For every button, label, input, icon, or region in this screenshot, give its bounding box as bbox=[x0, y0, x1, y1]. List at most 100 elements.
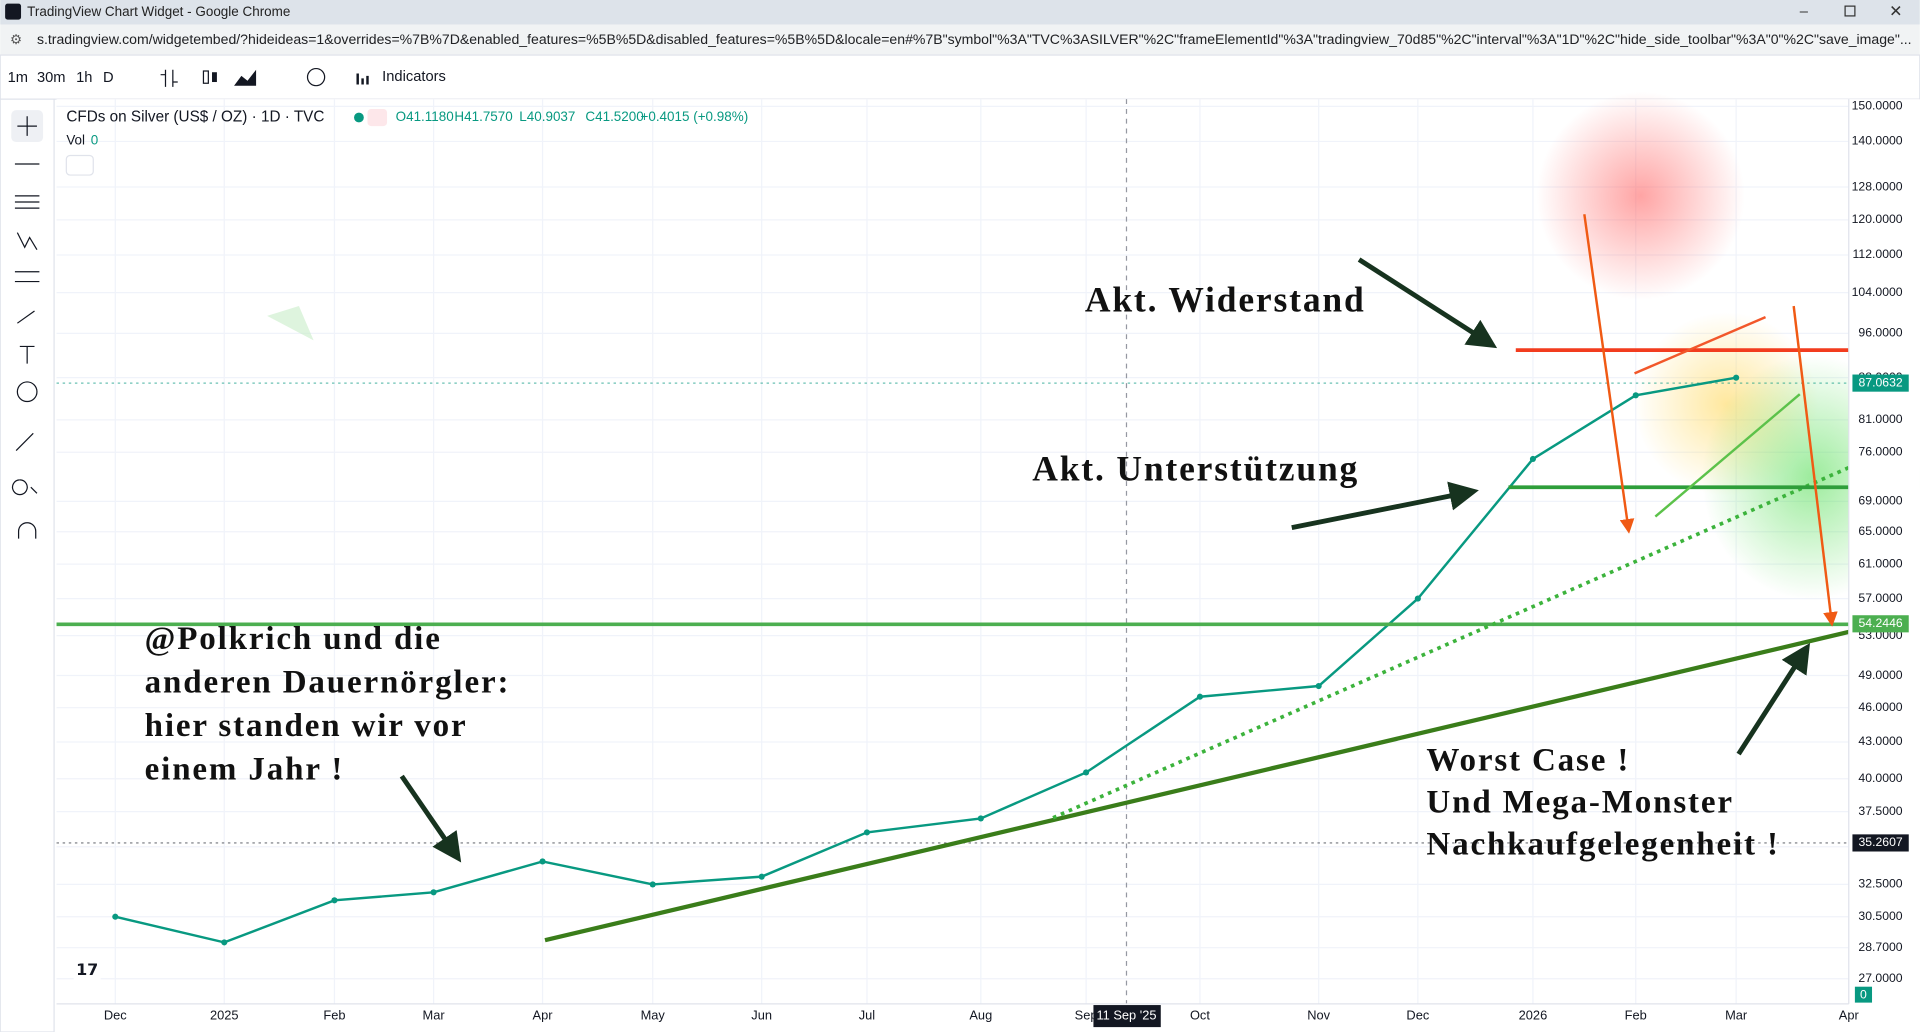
chart-pane bbox=[56, 99, 1849, 1004]
y-tick-label: 69.0000 bbox=[1858, 494, 1902, 508]
app-icon bbox=[5, 3, 22, 20]
price-point bbox=[539, 858, 546, 865]
x-tick-label: Apr bbox=[533, 1007, 554, 1022]
y-tick-label: 27.0000 bbox=[1858, 971, 1902, 985]
faint-arrow bbox=[267, 306, 314, 341]
x-tick-label: Apr bbox=[1839, 1007, 1860, 1022]
tool-emoji[interactable] bbox=[16, 381, 38, 403]
interval-button[interactable]: 30m bbox=[37, 70, 66, 86]
price-point bbox=[1414, 595, 1421, 602]
x-tick-label: May bbox=[641, 1007, 666, 1022]
candles-icon[interactable] bbox=[212, 72, 217, 83]
volume-axis-label: 0 bbox=[1860, 988, 1867, 1002]
maximize[interactable] bbox=[1844, 5, 1856, 17]
annotation: Akt. Widerstand bbox=[1085, 280, 1366, 320]
tv-logo: 𝟭𝟳 bbox=[76, 962, 98, 979]
volume-value: 0 bbox=[91, 132, 98, 147]
interval-button[interactable]: 1h bbox=[76, 70, 92, 86]
volume-label: Vol bbox=[66, 132, 85, 147]
arrow bbox=[1792, 305, 1838, 627]
price-point bbox=[112, 913, 119, 920]
price-point bbox=[430, 889, 437, 896]
price-point bbox=[758, 873, 765, 880]
y-tick-label: 32.5000 bbox=[1858, 877, 1902, 891]
annotation: hier standen wir vor bbox=[145, 708, 468, 744]
price-label-box bbox=[1852, 374, 1909, 392]
price-point bbox=[977, 815, 984, 822]
ohlc-value: H41.7570 bbox=[454, 109, 512, 124]
price-point bbox=[649, 881, 656, 888]
y-tick-label: 46.0000 bbox=[1858, 700, 1902, 714]
arrow bbox=[1357, 257, 1498, 349]
price-point bbox=[1733, 374, 1740, 381]
y-tick-label: 76.0000 bbox=[1858, 444, 1902, 458]
y-tick-label: 120.0000 bbox=[1852, 212, 1903, 226]
ohlc-value: O41.1180 bbox=[396, 109, 454, 124]
price-axis bbox=[1848, 99, 1920, 1032]
y-tick-label: 28.7000 bbox=[1858, 940, 1902, 954]
y-tick-label: 65.0000 bbox=[1858, 524, 1902, 538]
tool-icons[interactable] bbox=[11, 432, 38, 539]
arrow bbox=[1583, 214, 1635, 534]
ohlc-value: L40.9037 bbox=[519, 109, 575, 124]
x-tick-label: 2026 bbox=[1519, 1007, 1548, 1022]
tool-cursor[interactable] bbox=[17, 116, 37, 136]
symbol: CFDs on Silver (US$ / OZ) · 1D · TVC bbox=[66, 109, 324, 126]
indicators-button[interactable]: Indicators bbox=[382, 69, 446, 85]
ohlc-value: C41.5200 bbox=[585, 109, 643, 124]
y-tick-label: 61.0000 bbox=[1858, 556, 1902, 570]
compare-icon[interactable] bbox=[306, 67, 326, 87]
y-tick-label: 43.0000 bbox=[1858, 734, 1902, 748]
highlight-red bbox=[1536, 91, 1745, 300]
channel-top bbox=[1634, 315, 1767, 375]
bars-icon[interactable] bbox=[160, 69, 178, 87]
drawing-toolbar bbox=[0, 98, 55, 1032]
interval-button[interactable]: 1m bbox=[8, 70, 28, 86]
tv-logo bbox=[73, 958, 101, 984]
change-value: +0.4015 (+0.98%) bbox=[640, 109, 748, 124]
trend-line-dotted bbox=[1052, 439, 1911, 820]
x-tick-label: Aug bbox=[969, 1007, 992, 1022]
x-tick-label: Sep bbox=[1075, 1007, 1098, 1022]
x-tick-label: Oct bbox=[1190, 1007, 1210, 1022]
candles-icon[interactable] bbox=[202, 70, 209, 84]
annotation: einem Jahr ! bbox=[145, 751, 344, 787]
annotation: @Polkrich und die bbox=[145, 621, 442, 657]
market-status bbox=[354, 112, 364, 123]
y-tick-label: 40.0000 bbox=[1858, 771, 1902, 785]
price-point bbox=[221, 939, 228, 946]
minimize[interactable]: – bbox=[1800, 4, 1809, 20]
y-tick-label: 128.0000 bbox=[1852, 179, 1903, 193]
annotation: Nachkaufgelegenheit ! bbox=[1426, 827, 1779, 863]
y-tick-label: 30.5000 bbox=[1858, 909, 1902, 923]
url[interactable]: s.tradingview.com/widgetembed/?hideideas… bbox=[37, 31, 1912, 47]
price-label: 87.0632 bbox=[1858, 375, 1902, 389]
time-axis bbox=[56, 1003, 1849, 1032]
area-icon[interactable] bbox=[234, 69, 257, 86]
x-tick-label: Jun bbox=[751, 1007, 772, 1022]
indicators-icon[interactable] bbox=[356, 73, 369, 85]
price-label: 35.2607 bbox=[1858, 835, 1902, 849]
collapse-legend[interactable] bbox=[65, 154, 94, 176]
price-point bbox=[1196, 693, 1204, 700]
title-bar bbox=[0, 0, 1920, 25]
x-tick-label: Feb bbox=[1625, 1007, 1647, 1022]
y-tick-label: 150.0000 bbox=[1852, 99, 1903, 113]
trend-line bbox=[544, 628, 1856, 943]
crosshair-time-box bbox=[1093, 1005, 1161, 1028]
window-title: TradingView Chart Widget - Google Chrome bbox=[27, 4, 290, 19]
chart-toolbar bbox=[0, 54, 1920, 100]
interval-button[interactable]: D bbox=[103, 70, 114, 86]
crosshair-time-label: 11 Sep '25 bbox=[1096, 1007, 1156, 1022]
x-tick-label: Nov bbox=[1307, 1007, 1330, 1022]
close[interactable]: ✕ bbox=[1889, 3, 1902, 20]
x-tick-label: Feb bbox=[323, 1007, 345, 1022]
tool-icons[interactable] bbox=[14, 163, 40, 364]
annotation: Worst Case ! bbox=[1426, 742, 1630, 778]
price-point bbox=[1632, 392, 1639, 399]
site-info[interactable]: ⚙ bbox=[10, 32, 22, 47]
y-tick-label: 96.0000 bbox=[1858, 326, 1902, 340]
x-tick-label: Dec bbox=[104, 1007, 127, 1022]
x-tick-label: Mar bbox=[423, 1007, 446, 1022]
